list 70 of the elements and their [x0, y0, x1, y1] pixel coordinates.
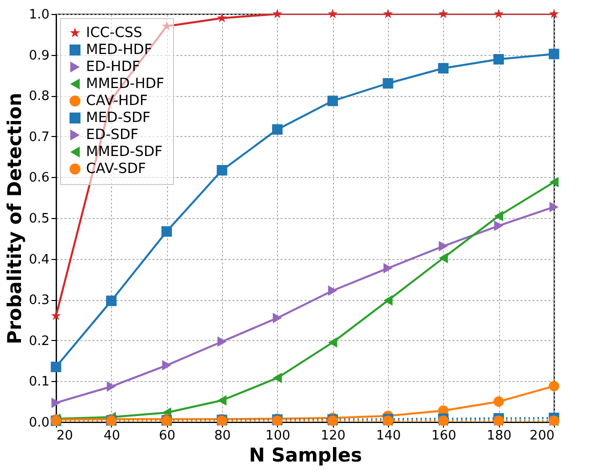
x-tick-label: 140 — [376, 428, 401, 444]
y-tick-label: 0.1 — [28, 374, 50, 390]
point — [493, 54, 504, 65]
point — [383, 295, 393, 306]
point — [327, 96, 338, 106]
y-axis-title: Probalitity of Detection — [4, 92, 26, 344]
y-tick-label: 1.0 — [28, 8, 50, 22]
point — [548, 380, 560, 392]
point — [328, 8, 338, 18]
point — [272, 312, 282, 324]
y-tick-label: 0.7 — [28, 130, 50, 145]
x-axis-title: N Samples — [248, 444, 362, 466]
point — [328, 337, 338, 348]
point — [493, 396, 504, 407]
x-tick-label: 120 — [320, 428, 346, 444]
point — [549, 176, 559, 188]
legend-label: ICC-CSS — [86, 25, 142, 41]
legend-label: MMED-SDF — [86, 144, 163, 160]
legend-label: ED-HDF — [86, 59, 140, 75]
y-tick-label: 0.2 — [28, 334, 50, 349]
x-tick-label: 60 — [158, 428, 176, 444]
point — [50, 362, 62, 372]
point — [51, 398, 61, 408]
point — [549, 202, 559, 212]
point — [438, 252, 448, 264]
y-tick-label: 0.9 — [28, 48, 50, 64]
legend-label: CAV-HDF — [86, 93, 148, 109]
point — [494, 210, 504, 222]
point — [51, 310, 61, 320]
legend-label: MED-SDF — [86, 110, 150, 126]
y-tick-label: 0.4 — [28, 252, 50, 268]
legend-label: MMED-HDF — [86, 76, 164, 92]
point — [272, 372, 282, 384]
point — [383, 262, 393, 274]
x-tick-label: 20 — [56, 428, 74, 444]
point — [494, 8, 504, 18]
legend-label: CAV-SDF — [86, 161, 146, 177]
point — [161, 226, 172, 237]
point — [272, 124, 283, 135]
legend-label: ED-SDF — [86, 127, 138, 143]
point — [106, 381, 116, 392]
y-tick-label: 0.6 — [28, 170, 50, 186]
point — [548, 48, 560, 60]
x-tick-label: 160 — [431, 428, 456, 444]
point — [438, 63, 449, 74]
point — [438, 240, 448, 252]
y-tick-label: 0.5 — [28, 212, 50, 226]
y-tick-label: 0.8 — [28, 89, 50, 104]
point — [382, 78, 394, 89]
x-tick-label: 80 — [214, 428, 231, 444]
point — [549, 8, 559, 18]
y-tick-label: 0.0 — [28, 416, 50, 430]
point — [106, 296, 117, 306]
y-tick-label: 0.3 — [28, 293, 50, 308]
point — [162, 20, 172, 30]
point — [217, 12, 227, 22]
point — [217, 336, 227, 347]
x-tick-label: 180 — [486, 428, 512, 444]
legend-label: MED-HDF — [86, 42, 152, 58]
point — [216, 165, 228, 176]
x-tick-label: 200 — [530, 428, 554, 444]
point — [383, 8, 393, 18]
x-tick-label: 100 — [265, 428, 290, 444]
point — [494, 220, 504, 231]
point — [272, 8, 282, 18]
point — [217, 395, 227, 406]
x-tick-label: 40 — [104, 428, 120, 444]
point — [438, 8, 448, 18]
point — [328, 285, 338, 296]
point — [162, 360, 172, 371]
